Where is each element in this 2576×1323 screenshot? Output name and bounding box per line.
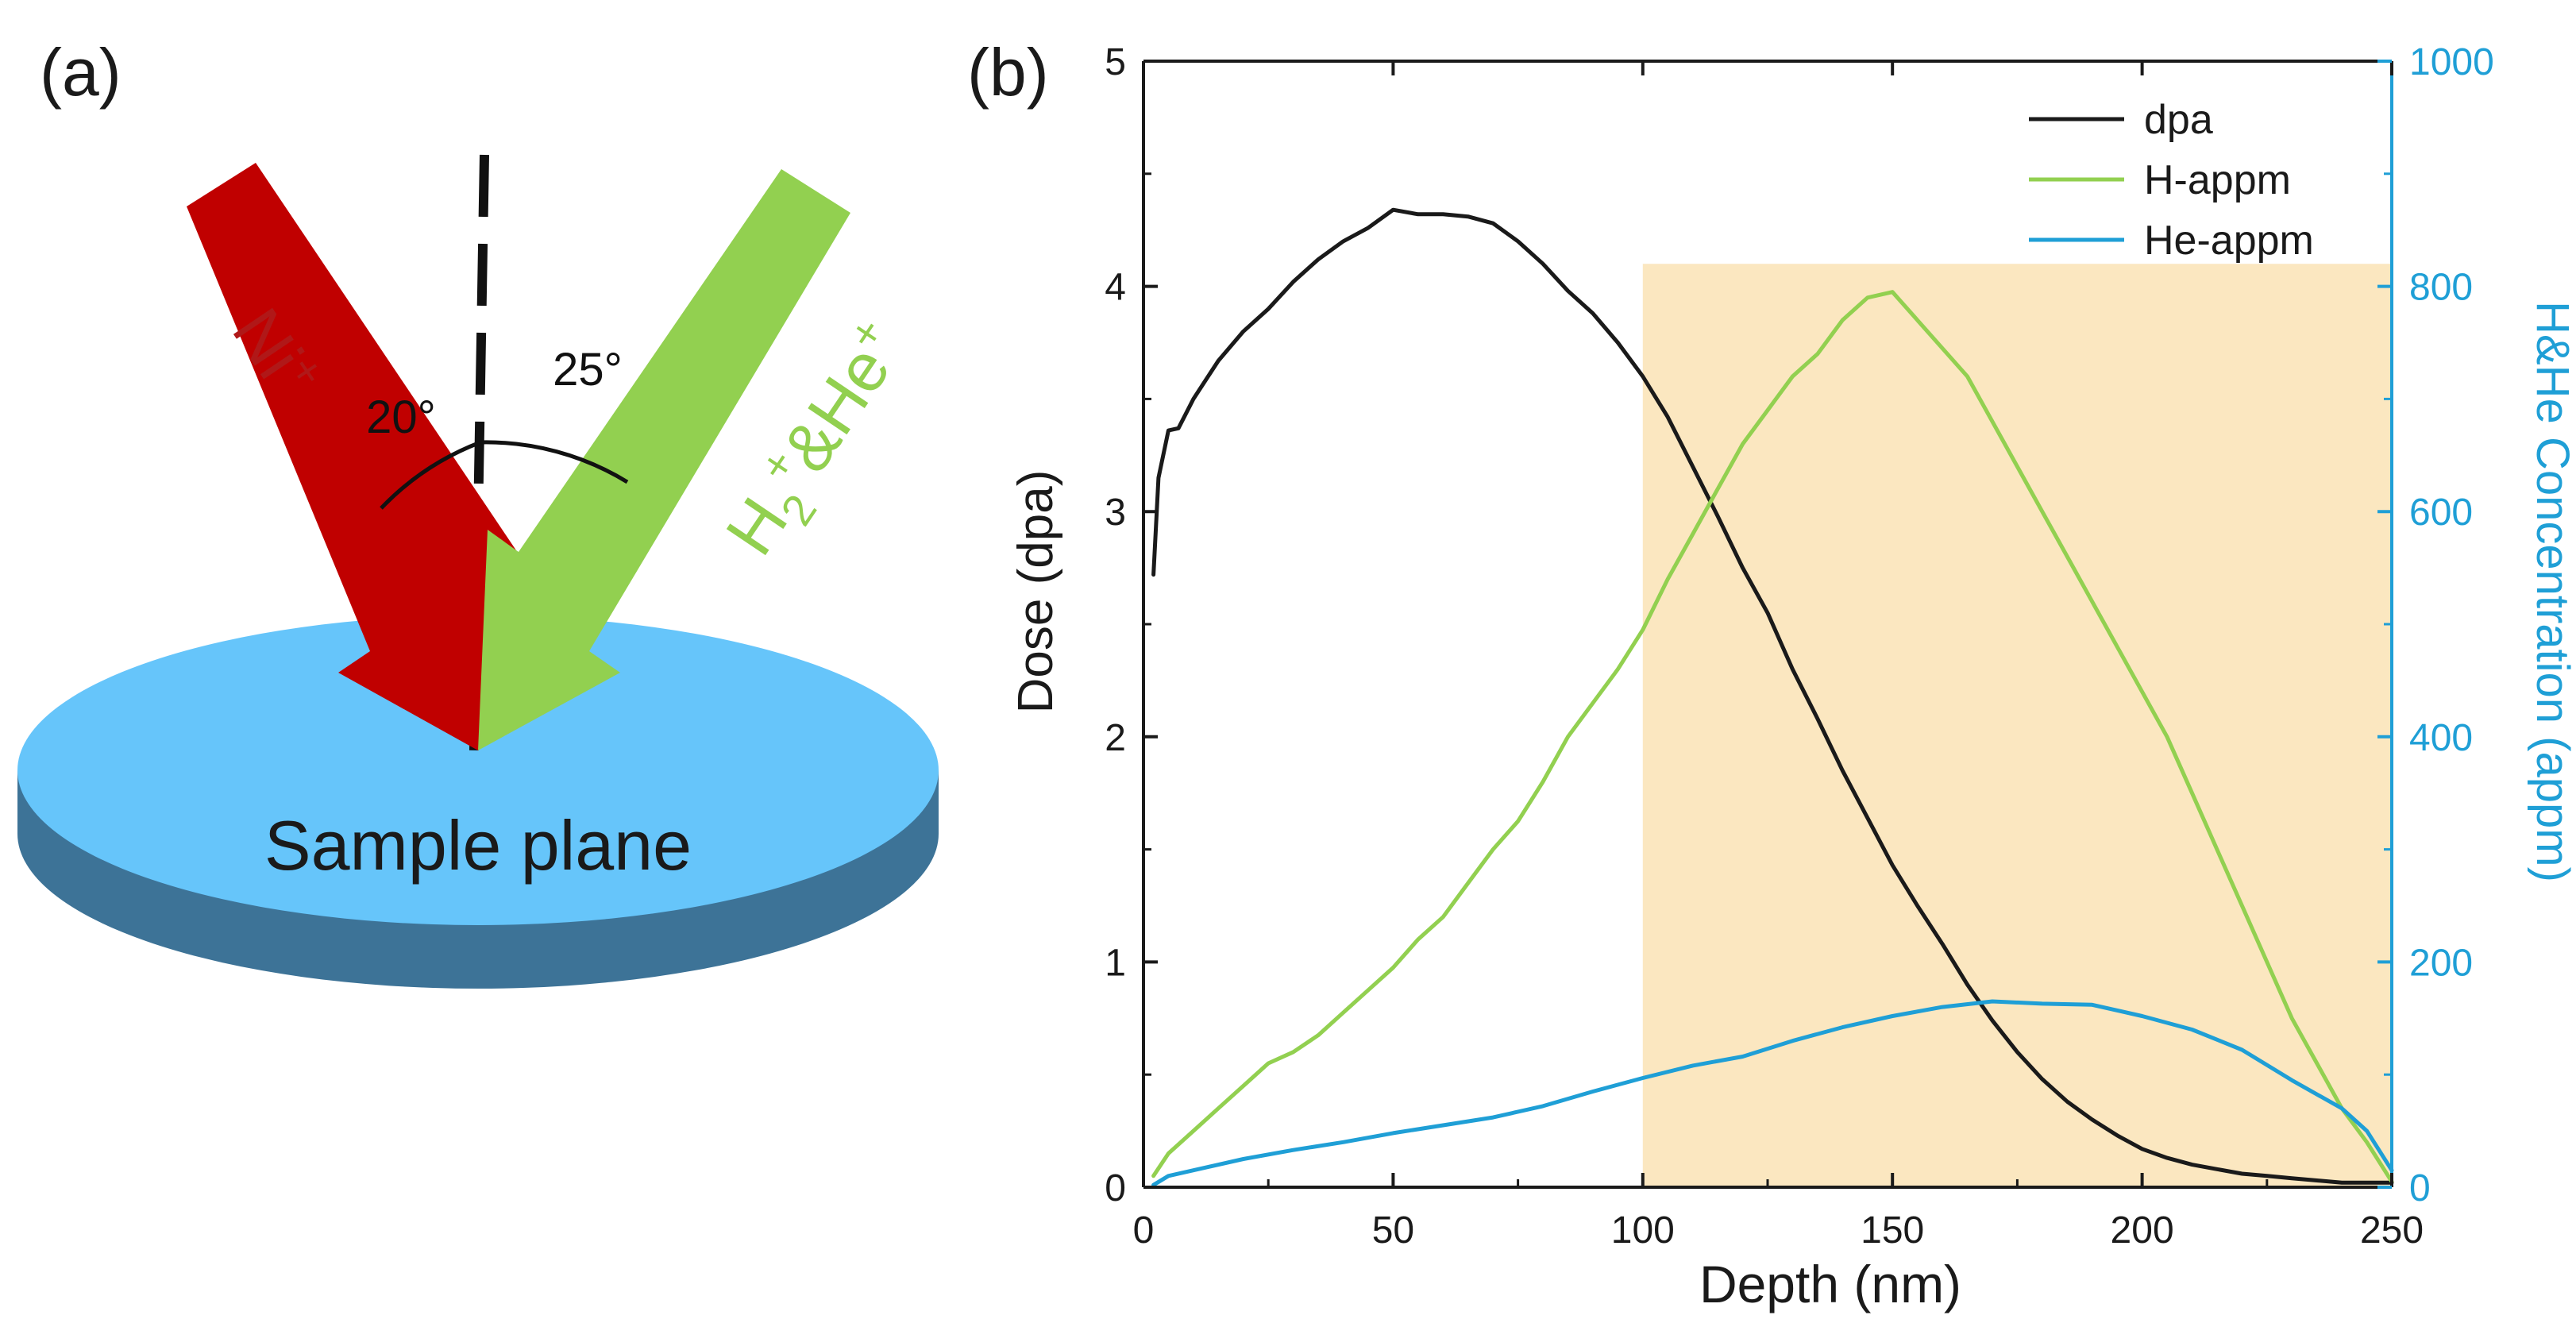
x-tick-label: 150 (1861, 1209, 1924, 1252)
legend-label-he-appm: He-appm (2144, 218, 2314, 264)
series-line-dpa (1151, 207, 2394, 1185)
y-tick-label: 0 (1105, 1167, 1126, 1209)
h-he-beam-arrow (478, 169, 850, 750)
angle-left-label: 20° (366, 392, 436, 443)
y2-tick-label: 400 (2409, 717, 2473, 759)
y2-tick-label: 200 (2409, 942, 2473, 984)
ni-beam-arrow (187, 163, 550, 750)
panel-a-label: (a) (40, 35, 121, 110)
angle-right-label: 25° (553, 344, 623, 395)
y-axis-left-label: Dose (dpa) (1008, 470, 1063, 714)
y-tick-label: 2 (1105, 717, 1126, 759)
y2-tick-label: 600 (2409, 492, 2473, 534)
y-tick-label: 5 (1105, 41, 1126, 83)
y-tick-label: 4 (1105, 267, 1126, 309)
panel-b-label: (b) (967, 35, 1049, 110)
x-tick-label: 100 (1611, 1209, 1675, 1252)
legend-label-dpa: dpa (2144, 97, 2213, 143)
angle-arc-left (380, 440, 481, 510)
panel-a-schematic: (a) Sample plane 20° 25° Ni+ H2+&He+ (17, 35, 939, 989)
x-tick-label: 250 (2360, 1209, 2424, 1252)
y-tick-label: 3 (1105, 492, 1126, 534)
sample-plane-top (17, 615, 939, 925)
series-line-he-appm (1151, 999, 2394, 1187)
y2-tick-label: 800 (2409, 267, 2473, 309)
panel-b-chart: (b) 0 50 100 150 200 250012345020040060080010… (967, 35, 2576, 1313)
x-tick-label: 0 (1133, 1209, 1155, 1252)
shaded-region (1642, 264, 2392, 1187)
sample-plane-label: Sample plane (264, 806, 692, 885)
x-tick-label: 200 (2111, 1209, 2174, 1252)
series-layer (1151, 207, 2394, 1187)
legend: dpa H-appm He-appm (2029, 97, 2314, 264)
series-line-h-appm (1151, 290, 2394, 1184)
legend-label-h-appm: H-appm (2144, 157, 2291, 203)
y2-tick-label: 0 (2409, 1167, 2431, 1209)
y2-tick-label: 1000 (2409, 41, 2494, 83)
y-tick-label: 1 (1105, 942, 1126, 984)
x-tick-label: 50 (1372, 1209, 1414, 1252)
x-axis-label: Depth (nm) (1699, 1255, 1961, 1313)
angle-arc-right (480, 440, 629, 484)
y-axis-right-label: H&He Concentration (appm) (2527, 301, 2576, 882)
